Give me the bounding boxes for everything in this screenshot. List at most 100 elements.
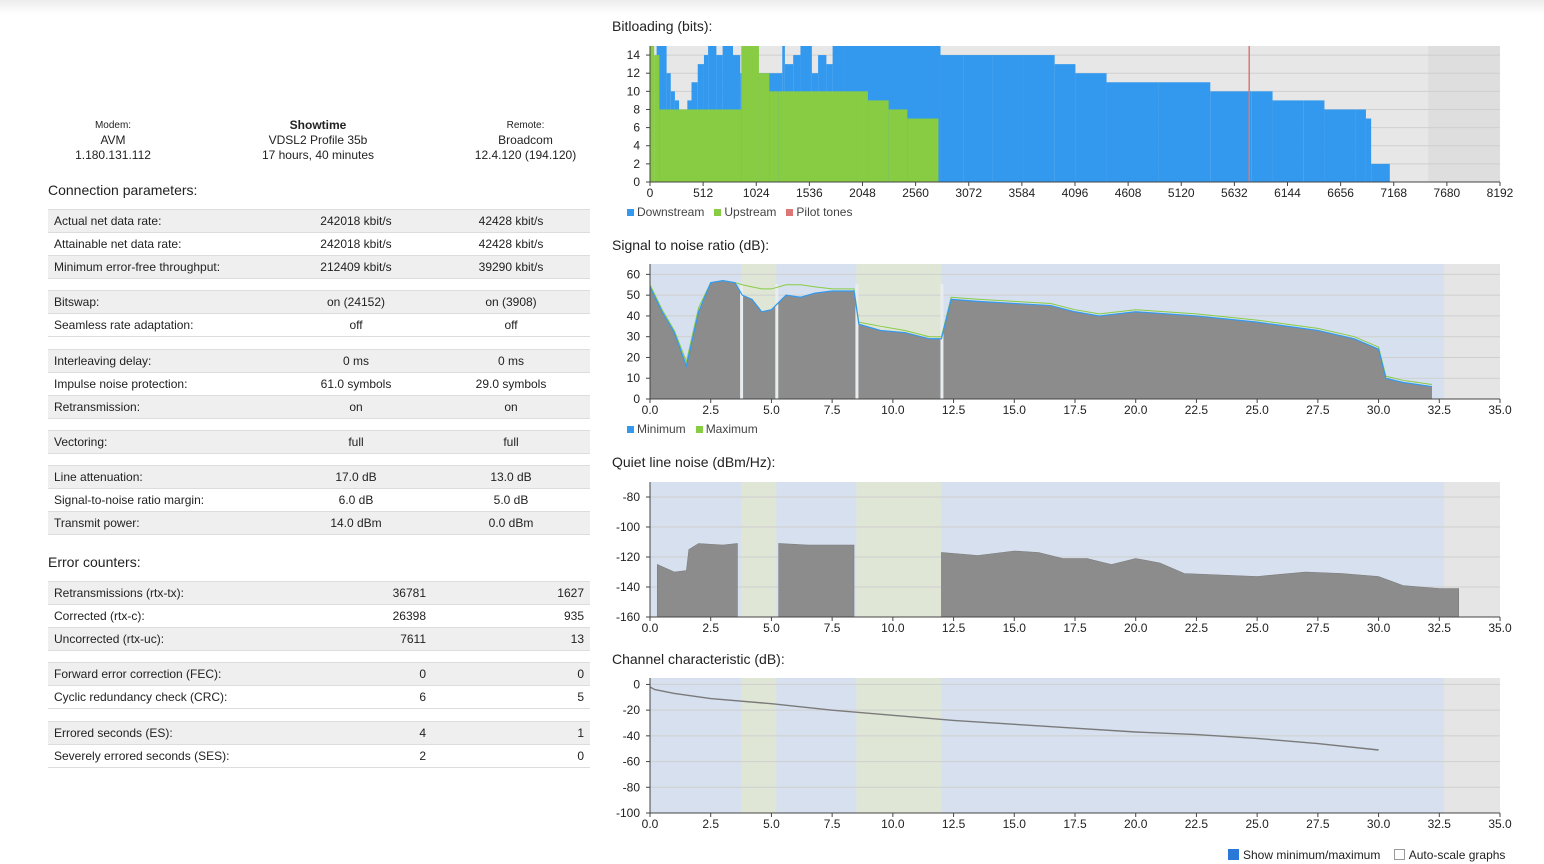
y-tick-label: -40: [623, 729, 641, 743]
upstream-bit-bar: [888, 109, 908, 182]
downstream-value: on: [280, 395, 432, 419]
downstream-value: 0 ms: [280, 349, 432, 373]
x-tick-label: 17.5: [1063, 403, 1087, 417]
remote-vendor: Broadcom: [498, 133, 553, 147]
upstream-value: 39290 kbit/s: [432, 255, 590, 279]
band-region: [1444, 678, 1500, 813]
band-region: [776, 678, 857, 813]
legend-maximum: Maximum: [705, 422, 758, 436]
x-tick-label: 2.5: [702, 817, 719, 831]
y-tick-label: 0: [633, 175, 640, 189]
x-tick-label: 25.0: [1245, 817, 1269, 831]
x-tick-label: 27.5: [1306, 403, 1330, 417]
upstream-value: 5.0 dB: [432, 488, 590, 512]
legend-pilot: Pilot tones: [796, 205, 853, 219]
x-tick-label: 7.5: [824, 817, 841, 831]
show-minmax-option[interactable]: Show minimum/maximum: [1228, 848, 1380, 862]
show-minmax-label[interactable]: Show minimum/maximum: [1243, 848, 1381, 862]
table-row: Uncorrected (rtx-uc): 7611 13: [48, 627, 590, 651]
upstream-value: 0: [432, 662, 590, 686]
x-tick-label: 35.0: [1488, 817, 1512, 831]
x-tick-label: 32.5: [1428, 621, 1452, 635]
x-tick-label: 10.0: [881, 817, 905, 831]
x-tick-label: 0.0: [642, 403, 659, 417]
x-tick-label: 17.5: [1063, 817, 1087, 831]
channel-line: [649, 686, 1379, 751]
connection-title: Connection parameters:: [48, 182, 198, 198]
upstream-value: on: [432, 395, 590, 419]
param-label: Retransmissions (rtx-tx):: [48, 581, 280, 605]
x-tick-label: 10.0: [881, 621, 905, 635]
upstream-value: 0: [432, 744, 590, 768]
autoscale-option[interactable]: Auto-scale graphs: [1393, 848, 1506, 862]
legend-minimum: Minimum: [637, 422, 686, 436]
modem-vendor: AVM: [100, 133, 126, 147]
downstream-bit-bar: [1210, 91, 1252, 182]
x-tick-label: 20.0: [1124, 817, 1148, 831]
param-label: Uncorrected (rtx-uc):: [48, 627, 280, 651]
y-tick-label: 30: [627, 330, 641, 344]
y-tick-label: -100: [616, 806, 640, 820]
downstream-value: off: [280, 313, 432, 337]
show-minmax-checkbox[interactable]: [1228, 849, 1239, 861]
y-tick-label: 40: [627, 309, 641, 323]
downstream-value: full: [280, 430, 432, 454]
table-row: Cyclic redundancy check (CRC): 6 5: [48, 685, 590, 709]
x-tick-label: 1536: [796, 186, 823, 200]
upstream-value: off: [432, 313, 590, 337]
table-row: Transmit power: 14.0 dBm 0.0 dBm: [48, 511, 590, 535]
y-tick-label: 50: [627, 288, 641, 302]
downstream-bit-bar: [940, 55, 964, 182]
band-gap: [775, 284, 779, 399]
downstream-value: 61.0 symbols: [280, 372, 432, 396]
upstream-bit-bar: [907, 118, 939, 182]
y-tick-label: -160: [616, 610, 640, 624]
band-region: [1444, 264, 1500, 399]
y-tick-label: -20: [623, 703, 641, 717]
autoscale-checkbox[interactable]: [1393, 849, 1405, 861]
device-header: Modem: AVM 1.180.131.112 Showtime VDSL2 …: [48, 118, 590, 168]
upstream-bit-bar: [856, 91, 868, 182]
upstream-bit-bar: [769, 91, 779, 182]
connection-table: Line attenuation: 17.0 dB 13.0 dB Signal-to…: [48, 465, 590, 535]
y-tick-label: 20: [627, 350, 641, 364]
modem-info: Modem: AVM 1.180.131.112: [48, 118, 178, 163]
downstream-bit-bar: [1324, 109, 1356, 182]
x-tick-label: 22.5: [1185, 621, 1209, 635]
x-tick-label: 25.0: [1245, 403, 1269, 417]
table-row: Seamless rate adaptation: off off: [48, 313, 590, 337]
x-tick-label: 35.0: [1488, 621, 1512, 635]
y-tick-label: -60: [623, 755, 641, 769]
autoscale-label[interactable]: Auto-scale graphs: [1408, 848, 1506, 862]
downstream-value: 212409 kbit/s: [280, 255, 432, 279]
x-tick-label: 20.0: [1124, 621, 1148, 635]
band-region: [741, 678, 777, 813]
qln-title: Quiet line noise (dBm/Hz):: [612, 454, 776, 470]
downstream-bit-bar: [992, 55, 1024, 182]
y-tick-label: 12: [627, 66, 641, 80]
upstream-bit-bar: [650, 46, 655, 182]
downstream-value: on (24152): [280, 290, 432, 314]
maximum-swatch: [695, 426, 703, 434]
upstream-value: 42428 kbit/s: [432, 209, 590, 233]
y-tick-label: 10: [627, 371, 641, 385]
band-gap: [855, 284, 859, 399]
connection-table: Actual net data rate: 242018 kbit/s 42428 …: [48, 209, 590, 279]
param-label: Actual net data rate:: [48, 209, 280, 233]
x-tick-label: 32.5: [1428, 403, 1452, 417]
downstream-bit-bar: [963, 55, 993, 182]
downstream-value: 242018 kbit/s: [280, 209, 432, 233]
param-label: Severely errored seconds (SES):: [48, 744, 280, 768]
x-tick-label: 7.5: [824, 403, 841, 417]
upstream-bit-bar: [654, 55, 660, 182]
table-row: Actual net data rate: 242018 kbit/s 42428 …: [48, 209, 590, 233]
band-region: [741, 482, 777, 617]
table-row: Retransmission: on on: [48, 395, 590, 419]
x-tick-label: 7168: [1380, 186, 1407, 200]
upstream-value: 5: [432, 685, 590, 709]
downstream-bit-bar: [1023, 55, 1055, 182]
x-tick-label: 15.0: [1003, 403, 1027, 417]
errors-table: Forward error correction (FEC): 0 0 Cyclic …: [48, 662, 590, 709]
downstream-value: 6.0 dB: [280, 488, 432, 512]
